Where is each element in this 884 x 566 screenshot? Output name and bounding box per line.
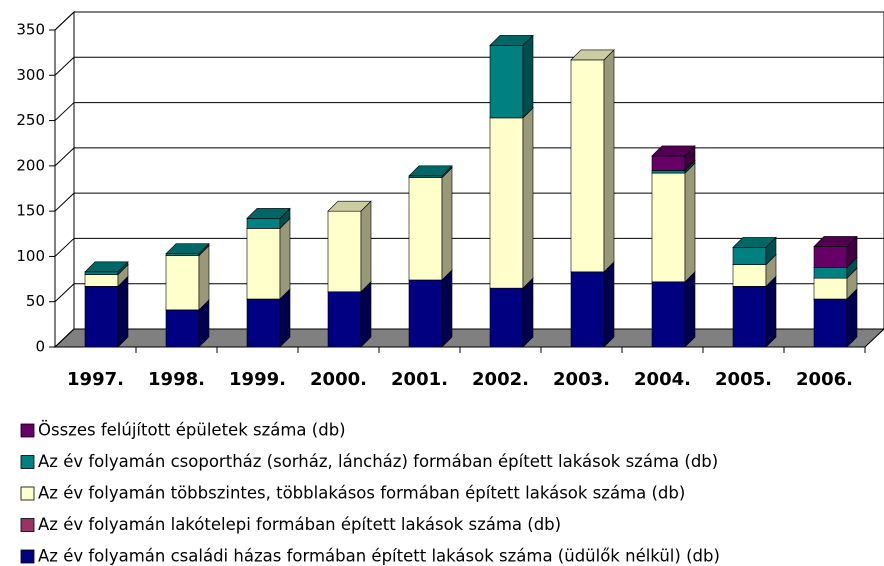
bar-segment <box>813 298 848 348</box>
bar-top <box>246 208 291 219</box>
bar-side <box>603 49 615 273</box>
grid-line <box>54 11 75 31</box>
bar-top <box>651 145 696 157</box>
bar-segment <box>651 172 686 283</box>
bar-segment <box>732 264 767 287</box>
grid-line <box>54 238 75 257</box>
bar-top <box>327 200 372 212</box>
bar-top <box>813 236 858 247</box>
y-tick-label: 50 <box>26 292 45 310</box>
bar-segment <box>813 246 848 268</box>
grid-line <box>54 147 75 167</box>
bar-side <box>522 107 534 289</box>
bar-segment <box>246 218 281 229</box>
bar-segment <box>327 210 362 293</box>
bar-side <box>684 162 696 283</box>
bar-segment <box>732 286 767 348</box>
bar-side <box>198 244 210 311</box>
bar-segment <box>813 266 848 279</box>
legend-swatch <box>20 455 35 469</box>
x-tick-label: 1997. <box>67 369 124 390</box>
bar-side <box>441 166 453 281</box>
bar-segment <box>732 247 767 265</box>
bar-segment <box>651 281 686 348</box>
bar-segment <box>246 228 281 300</box>
grid-line <box>54 102 75 121</box>
bar-segment <box>570 271 605 348</box>
grid-line <box>54 283 75 303</box>
bar-side <box>765 275 777 348</box>
bar-segment <box>651 170 686 174</box>
bar-side <box>522 34 534 119</box>
y-tick-label: 150 <box>16 202 45 220</box>
bar-top <box>570 49 615 61</box>
bar-segment <box>327 291 362 348</box>
bar-segment <box>408 279 443 348</box>
bar-segment <box>408 177 443 281</box>
bar-side <box>441 269 453 348</box>
grid-line <box>54 328 75 348</box>
x-tick-label: 1998. <box>148 369 205 390</box>
legend-label: Összes felújított épületek száma (db) <box>38 421 346 440</box>
x-tick-label: 2006. <box>796 369 853 390</box>
x-tick-label: 2005. <box>715 369 772 390</box>
x-tick-label: 2002. <box>472 369 529 390</box>
bar-side <box>360 200 372 293</box>
bar-segment <box>813 277 848 300</box>
bar-segment <box>651 155 686 171</box>
legend-label: Az év folyamán lakótelepi formában építe… <box>38 515 561 534</box>
legend-swatch <box>20 518 35 532</box>
bar-side <box>522 277 534 348</box>
bar-segment <box>84 274 119 287</box>
bar-segment <box>570 59 605 273</box>
y-tick-label: 0 <box>35 338 45 356</box>
bar-side <box>279 217 291 300</box>
y-tick-label: 200 <box>16 156 45 174</box>
bar-top <box>489 35 534 46</box>
legend-label: Az év folyamán többszintes, többlakásos … <box>38 484 685 503</box>
x-tick-label: 2004. <box>634 369 691 390</box>
bar-segment <box>246 298 281 348</box>
x-tick-label: 2003. <box>553 369 610 390</box>
bar-side <box>117 275 129 348</box>
bar-top <box>84 261 129 273</box>
legend-swatch <box>20 486 35 501</box>
y-tick-label: 100 <box>16 247 45 265</box>
x-tick-label: 2000. <box>310 369 367 390</box>
bar-side <box>603 261 615 348</box>
grid-line <box>54 56 75 76</box>
bar-side <box>360 281 372 348</box>
legend-label: Az év folyamán csoportház (sorház, lánch… <box>38 452 718 471</box>
legend-swatch <box>20 423 35 438</box>
y-tick-label: 250 <box>16 111 45 129</box>
legend-swatch <box>20 549 35 564</box>
bar-side <box>684 271 696 348</box>
x-tick-label: 1999. <box>229 369 286 390</box>
bar-top <box>732 237 777 248</box>
y-tick-label: 350 <box>16 21 45 39</box>
grid-line <box>54 192 75 212</box>
y-tick-label: 300 <box>16 66 45 84</box>
bar-top <box>408 165 453 177</box>
bar-segment <box>84 286 119 348</box>
bar-segment <box>489 117 524 289</box>
bar-segment <box>165 309 200 348</box>
bar-top <box>165 243 210 255</box>
bar-segment <box>489 45 524 119</box>
bar-segment <box>84 271 119 275</box>
legend-label: Az év folyamán családi házas formában ép… <box>38 547 720 566</box>
bar-segment <box>165 255 200 311</box>
x-tick-label: 2001. <box>391 369 448 390</box>
bar-segment <box>489 287 524 348</box>
side-wall <box>54 10 75 349</box>
